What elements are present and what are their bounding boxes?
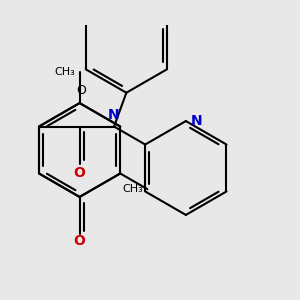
Text: CH₃: CH₃ — [54, 67, 75, 77]
Text: N: N — [190, 114, 202, 128]
Text: O: O — [76, 84, 86, 98]
Text: O: O — [74, 166, 85, 180]
Text: N: N — [108, 108, 120, 122]
Text: CH₃: CH₃ — [122, 184, 142, 194]
Text: O: O — [74, 234, 85, 248]
